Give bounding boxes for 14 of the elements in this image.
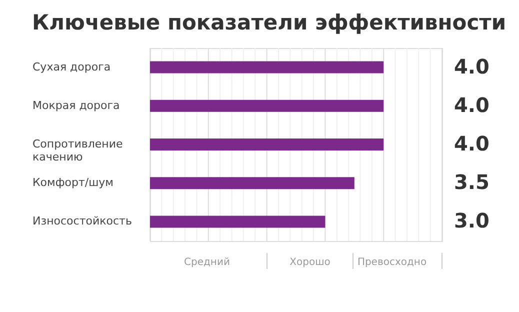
y-tick-label: Сопротивление качению bbox=[32, 138, 123, 164]
data-label: 4.0 bbox=[454, 92, 490, 117]
y-tick-label: Комфорт/шум bbox=[32, 176, 114, 190]
chart-title: Ключевые показатели эффективности bbox=[32, 10, 506, 34]
text: Средний bbox=[184, 257, 230, 268]
data-label: 3.5 bbox=[454, 170, 490, 194]
y-tick-label: Износостойкость bbox=[32, 214, 132, 228]
y-tick-label: Мокрая дорога bbox=[32, 98, 120, 112]
text: Хорошо bbox=[290, 257, 330, 268]
data-label: 3.0 bbox=[454, 208, 490, 233]
text: Превосходно bbox=[357, 257, 427, 268]
data-label: 4.0 bbox=[454, 54, 490, 78]
y-tick-label: Сухая дорога bbox=[32, 60, 111, 74]
data-label: 4.0 bbox=[454, 132, 490, 156]
